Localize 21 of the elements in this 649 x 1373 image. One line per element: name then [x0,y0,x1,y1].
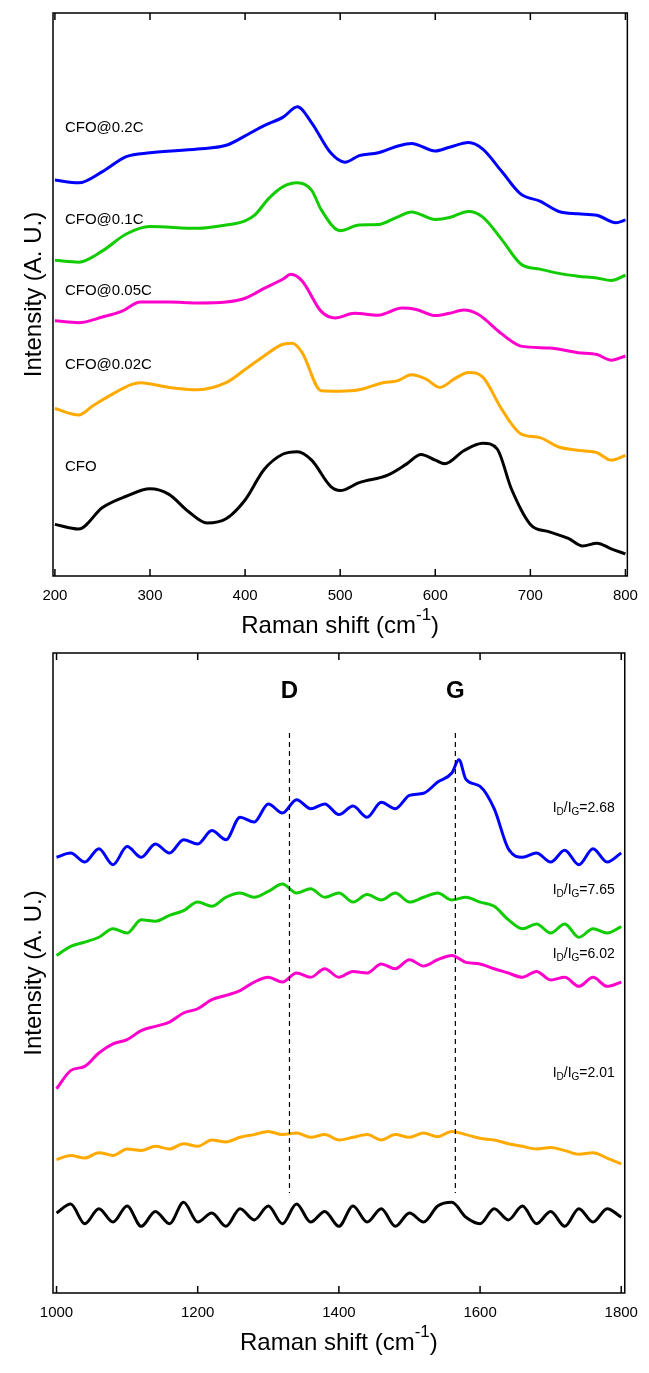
series-label: CFO@0.02C [64,354,152,372]
y-axis-title: Intensity (A. U.) [18,890,46,1056]
x-tick-label: 700 [517,586,543,604]
x-tick-label: 800 [612,586,638,604]
x-tick-label: 200 [42,586,68,604]
x-tick-label: 500 [327,586,353,604]
ref-line-label: G [446,675,465,703]
x-tick-label: 1000 [39,1303,74,1321]
x-tick-label: 1400 [322,1303,356,1321]
ref-line-label: D [280,675,299,703]
x-tick-label: 600 [422,586,448,604]
x-tick-label: 1200 [181,1303,215,1321]
x-tick-label: 400 [232,586,258,604]
x-tick-label: 300 [137,586,163,604]
y-axis-title: Intensity (A. U.) [18,211,46,378]
series-label: CFO@0.2C [64,118,144,136]
x-tick-label: 1600 [463,1303,497,1321]
x-tick-label: 1800 [604,1303,638,1321]
series-label: CFO@0.05C [64,280,152,298]
series-label: CFO@0.1C [64,210,144,228]
text: CFO [64,456,97,474]
